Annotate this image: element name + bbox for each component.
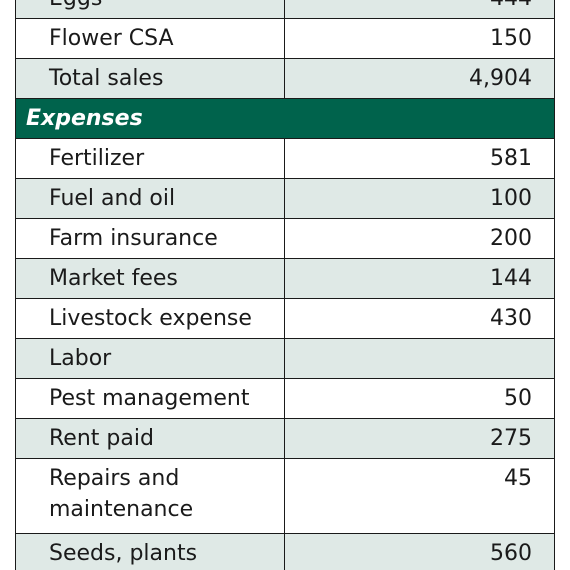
row-value: 444: [284, 0, 555, 19]
table-row: Fertilizer 581: [15, 138, 555, 179]
row-label: Market fees: [15, 258, 285, 299]
row-value: 560: [284, 533, 555, 570]
table-row: Farm insurance 200: [15, 218, 555, 259]
table-row: Total sales 4,904: [15, 58, 555, 99]
row-value: [284, 338, 555, 379]
row-value: 144: [284, 258, 555, 299]
row-label: Fertilizer: [15, 138, 285, 179]
row-value: 275: [284, 418, 555, 459]
table-row: Rent paid 275: [15, 418, 555, 459]
row-label: Total sales: [15, 58, 285, 99]
row-label: Fuel and oil: [15, 178, 285, 219]
row-value: 45: [284, 458, 555, 534]
row-label: Livestock expense: [15, 298, 285, 339]
row-value: 581: [284, 138, 555, 179]
row-label: Pest management: [15, 378, 285, 419]
row-label: Seeds, plants: [15, 533, 285, 570]
row-value: 50: [284, 378, 555, 419]
table-row: Livestock expense 430: [15, 298, 555, 339]
table-row: Fuel and oil 100: [15, 178, 555, 219]
row-value: 200: [284, 218, 555, 259]
row-label: Flower CSA: [15, 18, 285, 59]
row-label: Repairs and maintenance: [15, 458, 285, 534]
table-row: Repairs and maintenance 45: [15, 458, 555, 534]
table-row: Pest management 50: [15, 378, 555, 419]
row-label: Rent paid: [15, 418, 285, 459]
row-label: Eggs: [15, 0, 285, 19]
row-label: Labor: [15, 338, 285, 379]
row-label: Farm insurance: [15, 218, 285, 259]
table-row: Seeds, plants 560: [15, 533, 555, 570]
row-value: 100: [284, 178, 555, 219]
row-value: 150: [284, 18, 555, 59]
row-value: 4,904: [284, 58, 555, 99]
table-row: Eggs444: [15, 0, 555, 19]
table-row: Labor: [15, 338, 555, 379]
expenses-section-header: Expenses: [15, 98, 555, 139]
table-row: Flower CSA 150: [15, 18, 555, 59]
row-value: 430: [284, 298, 555, 339]
table-row: Market fees 144: [15, 258, 555, 299]
expenses-header-label: Expenses: [15, 98, 555, 139]
